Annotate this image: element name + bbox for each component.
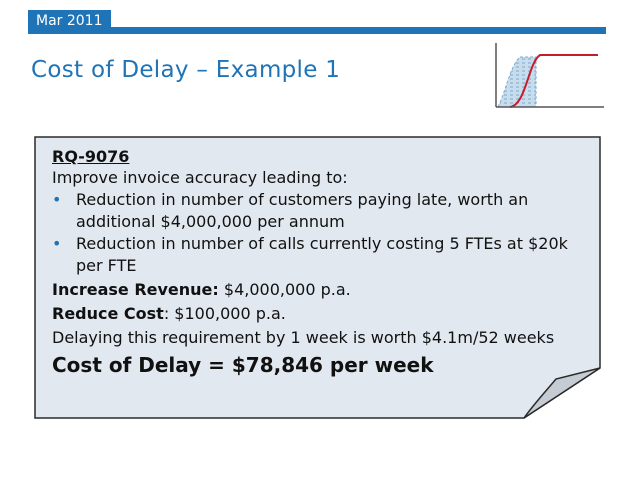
cost-of-delay-result: Cost of Delay = $78,846 per week — [52, 353, 434, 377]
revenue-value: $4,000,000 p.a. — [218, 280, 351, 299]
revenue-line: Increase Revenue: $4,000,000 p.a. — [52, 279, 592, 301]
list-item-text: Reduction in number of customers paying … — [76, 190, 529, 231]
list-item: • Reduction in number of customers payin… — [52, 189, 592, 233]
revenue-label: Increase Revenue: — [52, 280, 219, 299]
curve-line — [509, 54, 598, 108]
cost-line: Reduce Cost: $100,000 p.a. — [52, 303, 592, 325]
note-content: RQ-9076 Improve invoice accuracy leading… — [52, 146, 592, 379]
cost-of-delay-curve-icon — [495, 43, 604, 108]
benefit-list: • Reduction in number of customers payin… — [52, 189, 592, 277]
cost-label: Reduce Cost — [52, 304, 164, 323]
bullet-icon: • — [52, 190, 62, 209]
delay-text: Delaying this requirement by 1 week is w… — [52, 328, 555, 347]
intro-text: Improve invoice accuracy leading to: — [52, 168, 348, 187]
shaded-area — [497, 56, 537, 108]
requirement-id: RQ-9076 — [52, 147, 130, 166]
date-tag: Mar 2011 — [28, 10, 111, 32]
bullet-icon: • — [52, 234, 62, 253]
page-curl — [523, 367, 601, 419]
list-item-text: Reduction in number of calls currently c… — [76, 234, 568, 275]
cost-value: : $100,000 p.a. — [163, 304, 286, 323]
page-title: Cost of Delay – Example 1 — [31, 57, 341, 83]
header-bar — [28, 27, 606, 34]
sticky-note-background — [34, 136, 601, 419]
list-item: • Reduction in number of calls currently… — [52, 233, 592, 277]
